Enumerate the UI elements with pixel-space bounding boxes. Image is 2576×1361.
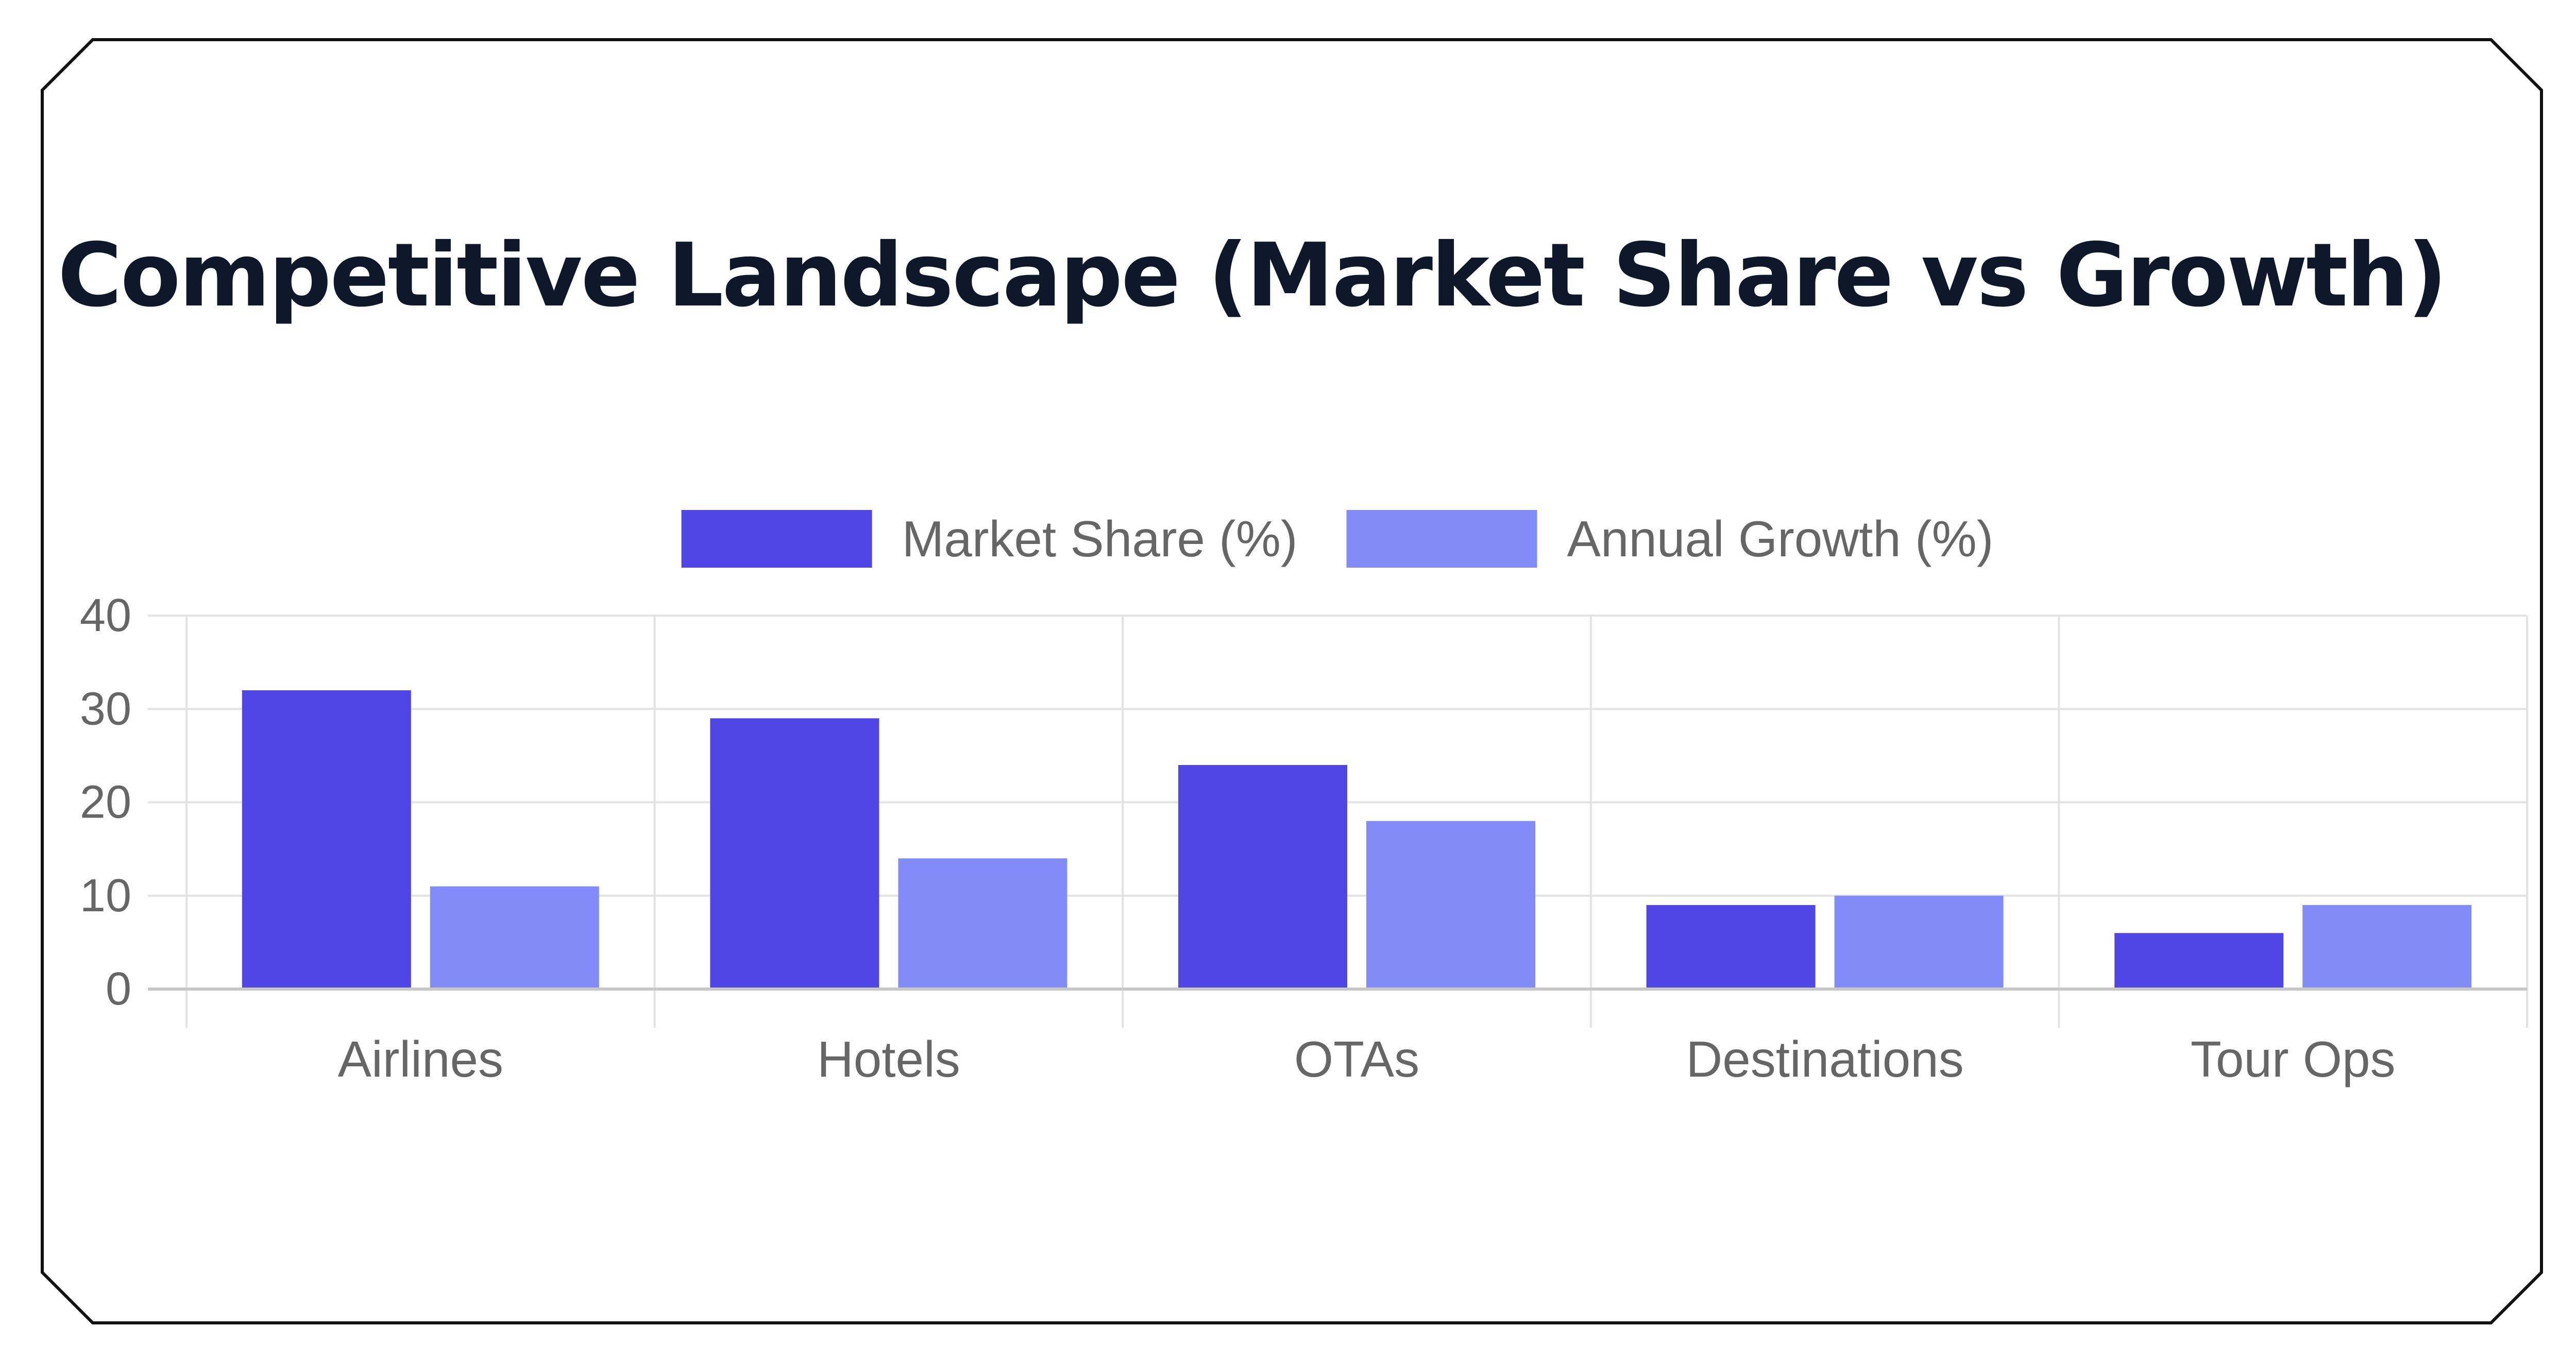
legend-swatch — [681, 510, 872, 568]
bar — [2114, 933, 2284, 989]
bars — [242, 690, 2472, 989]
bar — [1646, 905, 1816, 989]
x-tick-label: Hotels — [817, 1031, 960, 1087]
x-tick-label: Destinations — [1686, 1031, 1963, 1087]
y-tick-label: 20 — [80, 777, 131, 828]
legend-swatch — [1346, 510, 1537, 568]
bar — [430, 886, 599, 989]
y-tick-label: 0 — [106, 963, 131, 1015]
legend-label: Annual Growth (%) — [1567, 511, 1993, 567]
y-tick-label: 30 — [80, 683, 131, 735]
x-tick-label: OTAs — [1294, 1031, 1419, 1087]
x-tick-label: Tour Ops — [2191, 1031, 2396, 1087]
x-tick-label: Airlines — [338, 1031, 503, 1087]
legend-label: Market Share (%) — [902, 511, 1298, 567]
axes: 0 10 20 30 40 Airlines Hotels OTAs Destinations T… — [80, 590, 2527, 1087]
bar — [1834, 895, 2004, 989]
legend[interactable]: Market Share (%) Annual Growth (%) — [681, 510, 1994, 568]
bar — [242, 690, 411, 989]
chart-title: Competitive Landscape (Market Share vs G… — [58, 225, 2447, 327]
bar — [1366, 821, 1535, 989]
bar — [710, 718, 879, 989]
bar — [1178, 765, 1347, 989]
y-tick-label: 40 — [80, 590, 131, 641]
bar — [898, 858, 1067, 989]
y-tick-label: 10 — [80, 870, 131, 922]
bar — [2302, 905, 2472, 989]
